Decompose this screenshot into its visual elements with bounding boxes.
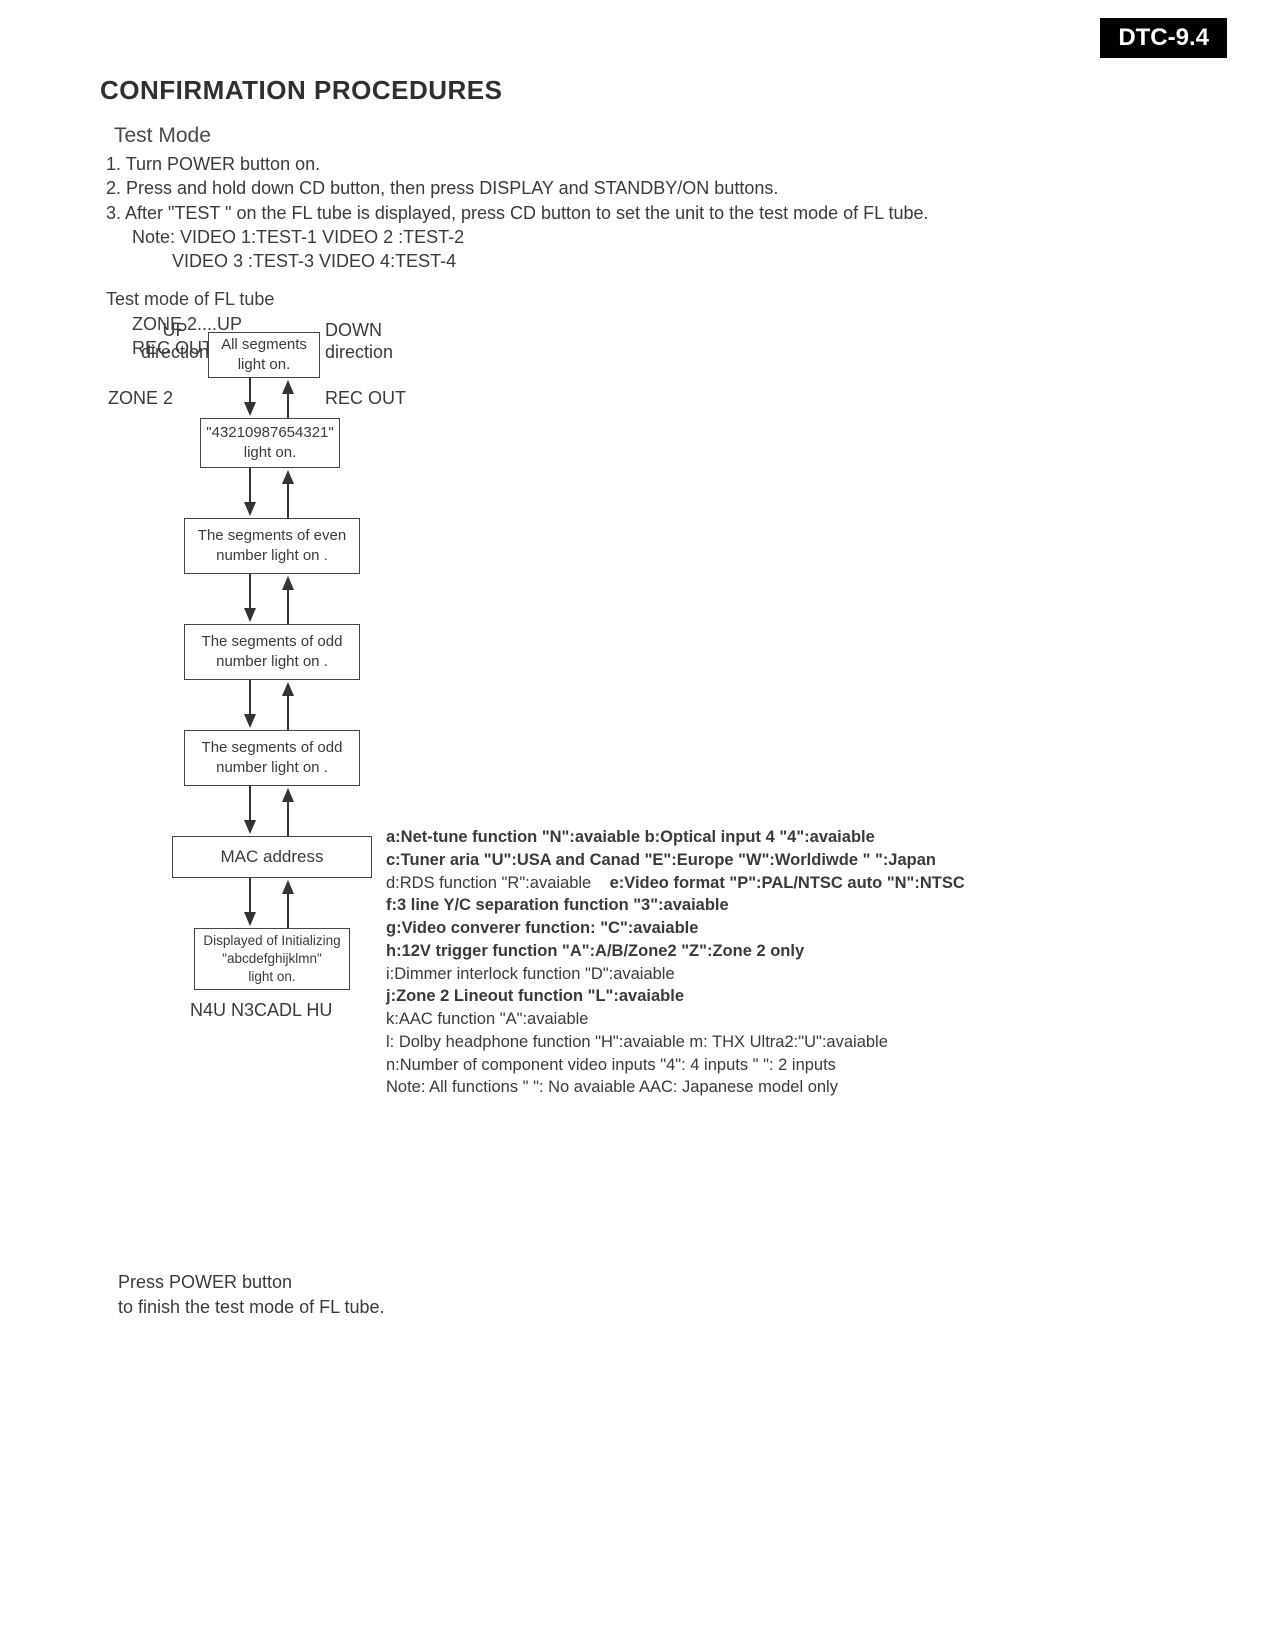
step-note-2: VIDEO 3 :TEST-3 VIDEO 4:TEST-4	[172, 249, 1200, 273]
legend-k: k:AAC function "A":avaiable	[386, 1008, 1146, 1031]
legend-e: e:Video format "P":PAL/NTSC auto "N":NTS…	[610, 874, 965, 892]
legend-j: j:Zone 2 Lineout function "L":avaiable	[386, 985, 1146, 1008]
legend-i: i:Dimmer interlock function "D":avaiable	[386, 963, 1146, 986]
step-3: 3. After "TEST " on the FL tube is displ…	[106, 201, 1200, 225]
steps-block: 1. Turn POWER button on. 2. Press and ho…	[106, 152, 1200, 273]
legend-c: c:Tuner aria "U":USA and Canad "E":Europ…	[386, 849, 1146, 872]
page: DTC-9.4 CONFIRMATION PROCEDURES Test Mod…	[0, 0, 1277, 1652]
legend-note: Note: All functions " ": No avaiable AAC…	[386, 1076, 1146, 1099]
legend-block: a:Net-tune function "N":avaiable b:Optic…	[386, 826, 1146, 1099]
footer-1: Press POWER button	[118, 1270, 384, 1295]
legend-g: g:Video converer function: "C":avaiable	[386, 917, 1146, 940]
legend-d: d:RDS function "R":avaiable	[386, 874, 591, 892]
legend-h: h:12V trigger function "A":A/B/Zone2 "Z"…	[386, 940, 1146, 963]
page-title: CONFIRMATION PROCEDURES	[100, 75, 1200, 106]
step-2: 2. Press and hold down CD button, then p…	[106, 176, 1200, 200]
legend-de-row: d:RDS function "R":avaiable e:Video form…	[386, 872, 1146, 895]
footer-2: to finish the test mode of FL tube.	[118, 1295, 384, 1320]
legend-lm: l: Dolby headphone function "H":avaiable…	[386, 1031, 1146, 1054]
step-1: 1. Turn POWER button on.	[106, 152, 1200, 176]
header-tag: DTC-9.4	[1100, 18, 1227, 58]
step-note-1: Note: VIDEO 1:TEST-1 VIDEO 2 :TEST-2	[132, 225, 1200, 249]
flmode-heading: Test mode of FL tube	[106, 287, 1200, 311]
legend-f: f:3 line Y/C separation function "3":ava…	[386, 894, 1146, 917]
flowchart: UP direction DOWN direction ZONE 2 REC O…	[100, 310, 1200, 1230]
legend-n: n:Number of component video inputs "4": …	[386, 1054, 1146, 1077]
subtitle: Test Mode	[114, 124, 1200, 148]
legend-a: a:Net-tune function "N":avaiable b:Optic…	[386, 826, 1146, 849]
footer-block: Press POWER button to finish the test mo…	[118, 1270, 384, 1320]
